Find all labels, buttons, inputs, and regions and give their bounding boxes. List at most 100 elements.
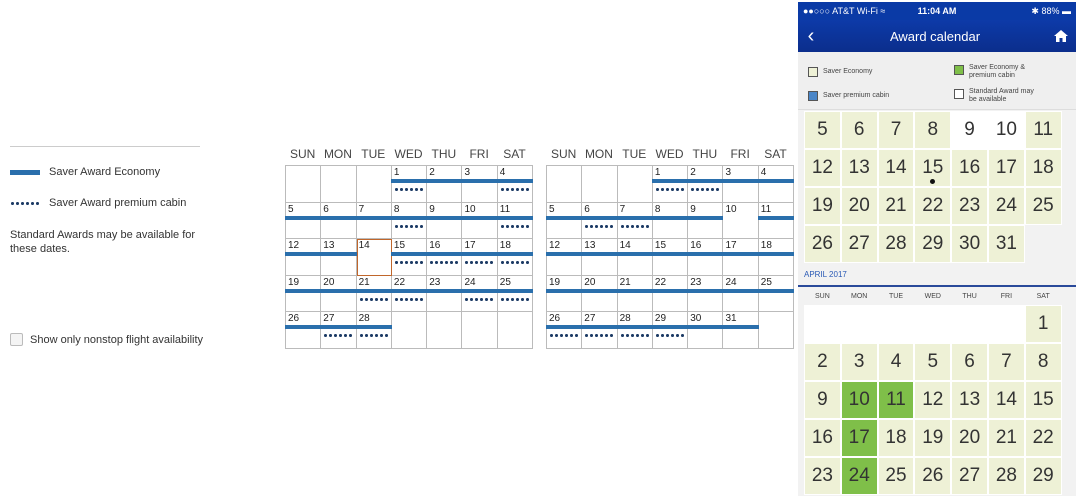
day-cell[interactable]: 16 <box>426 239 463 276</box>
mobile-day-cell[interactable]: 27 <box>840 225 878 263</box>
mobile-day-cell[interactable]: 14 <box>877 149 915 187</box>
mobile-day-cell[interactable]: 30 <box>951 225 988 263</box>
mobile-day-cell[interactable]: 14 <box>987 381 1025 419</box>
day-cell[interactable]: 3 <box>461 166 498 203</box>
nonstop-checkbox[interactable] <box>10 333 23 346</box>
day-cell[interactable]: 15 <box>651 239 689 276</box>
mobile-day-cell[interactable]: 29 <box>1024 457 1062 495</box>
day-cell[interactable]: 10 <box>461 202 498 239</box>
mobile-day-cell[interactable]: 21 <box>877 187 915 225</box>
mobile-day-cell[interactable]: 5 <box>914 343 952 381</box>
mobile-day-cell[interactable]: 8 <box>914 111 952 149</box>
mobile-day-cell[interactable]: 29 <box>914 225 952 263</box>
day-cell[interactable]: 2 <box>687 166 724 203</box>
day-cell[interactable]: 12 <box>285 239 322 276</box>
mobile-day-cell[interactable]: 16 <box>951 149 988 187</box>
mobile-day-cell[interactable]: 28 <box>877 225 915 263</box>
day-cell[interactable]: 28 <box>616 312 653 349</box>
mobile-day-cell[interactable]: 15 <box>914 149 952 187</box>
day-cell[interactable]: 11 <box>496 202 534 239</box>
day-cell[interactable]: 19 <box>546 275 583 312</box>
mobile-day-cell[interactable]: 16 <box>804 419 841 457</box>
day-cell[interactable]: 27 <box>581 312 618 349</box>
mobile-day-cell[interactable]: 20 <box>840 187 878 225</box>
day-cell[interactable]: 28 <box>355 312 392 349</box>
day-cell[interactable]: 7 <box>355 202 392 239</box>
day-cell[interactable]: 31 <box>722 312 759 349</box>
mobile-day-cell[interactable]: 24 <box>840 457 878 495</box>
mobile-day-cell[interactable]: 26 <box>804 225 841 263</box>
day-cell[interactable]: 25 <box>496 275 534 312</box>
mobile-day-cell[interactable]: 25 <box>877 457 915 495</box>
day-cell[interactable]: 5 <box>546 202 583 239</box>
mobile-day-cell[interactable]: 22 <box>1024 419 1062 457</box>
mobile-day-cell[interactable]: 9 <box>804 381 841 419</box>
day-cell[interactable]: 8 <box>651 202 689 239</box>
mobile-day-cell[interactable]: 23 <box>804 457 841 495</box>
day-cell[interactable]: 7 <box>616 202 653 239</box>
day-cell[interactable]: 27 <box>320 312 357 349</box>
day-cell[interactable]: 4 <box>496 166 534 203</box>
day-cell[interactable]: 9 <box>687 202 724 239</box>
day-cell[interactable]: 8 <box>390 202 428 239</box>
mobile-day-cell[interactable]: 6 <box>840 111 878 149</box>
day-cell[interactable]: 1 <box>390 166 428 203</box>
mobile-day-cell[interactable]: 7 <box>877 111 915 149</box>
day-cell[interactable]: 18 <box>496 239 534 276</box>
day-cell[interactable]: 16 <box>687 239 724 276</box>
mobile-day-cell[interactable]: 17 <box>840 419 878 457</box>
mobile-day-cell[interactable]: 18 <box>1024 149 1062 187</box>
day-cell[interactable]: 18 <box>757 239 795 276</box>
day-cell[interactable]: 6 <box>320 202 357 239</box>
day-cell[interactable]: 5 <box>285 202 322 239</box>
mobile-day-cell[interactable]: 7 <box>987 343 1025 381</box>
day-cell[interactable]: 20 <box>320 275 357 312</box>
mobile-day-cell[interactable]: 10 <box>987 111 1025 149</box>
day-cell[interactable]: 21 <box>616 275 653 312</box>
day-cell[interactable]: 26 <box>285 312 322 349</box>
mobile-day-cell[interactable]: 12 <box>914 381 952 419</box>
mobile-day-cell[interactable]: 9 <box>951 111 988 149</box>
day-cell[interactable]: 22 <box>390 275 428 312</box>
mobile-day-cell[interactable]: 6 <box>951 343 988 381</box>
day-cell[interactable]: 14 <box>356 239 392 276</box>
mobile-day-cell[interactable]: 19 <box>804 187 841 225</box>
mobile-day-cell[interactable]: 27 <box>951 457 988 495</box>
day-cell[interactable]: 14 <box>616 239 653 276</box>
day-cell[interactable]: 13 <box>581 239 618 276</box>
mobile-day-cell[interactable]: 4 <box>877 343 915 381</box>
day-cell[interactable]: 11 <box>757 202 795 239</box>
mobile-day-cell[interactable]: 26 <box>914 457 952 495</box>
mobile-day-cell[interactable]: 11 <box>1024 111 1062 149</box>
day-cell[interactable]: 3 <box>722 166 759 203</box>
mobile-day-cell[interactable]: 2 <box>804 343 841 381</box>
day-cell[interactable]: 6 <box>581 202 618 239</box>
home-icon[interactable] <box>1046 30 1076 42</box>
day-cell[interactable]: 12 <box>546 239 583 276</box>
mobile-day-cell[interactable]: 15 <box>1024 381 1062 419</box>
mobile-day-cell[interactable]: 17 <box>987 149 1025 187</box>
day-cell[interactable]: 20 <box>581 275 618 312</box>
mobile-day-cell[interactable]: 28 <box>987 457 1025 495</box>
day-cell[interactable]: 26 <box>546 312 583 349</box>
mobile-day-cell[interactable]: 19 <box>914 419 952 457</box>
day-cell[interactable]: 17 <box>461 239 498 276</box>
day-cell[interactable]: 4 <box>757 166 795 203</box>
day-cell[interactable]: 24 <box>461 275 498 312</box>
day-cell[interactable]: 30 <box>687 312 724 349</box>
mobile-day-cell[interactable]: 5 <box>804 111 841 149</box>
mobile-day-cell[interactable]: 31 <box>987 225 1025 263</box>
day-cell[interactable]: 2 <box>426 166 463 203</box>
mobile-day-cell[interactable]: 11 <box>877 381 915 419</box>
mobile-day-cell[interactable]: 25 <box>1024 187 1062 225</box>
day-cell[interactable]: 23 <box>426 275 463 312</box>
day-cell[interactable]: 24 <box>722 275 759 312</box>
day-cell[interactable]: 9 <box>426 202 463 239</box>
day-cell[interactable]: 15 <box>390 239 428 276</box>
day-cell[interactable]: 10 <box>723 202 759 239</box>
mobile-day-cell[interactable]: 20 <box>951 419 988 457</box>
day-cell[interactable]: 21 <box>355 275 392 312</box>
mobile-day-cell[interactable]: 10 <box>840 381 878 419</box>
back-chevron-icon[interactable]: ‹ <box>807 24 815 47</box>
mobile-day-cell[interactable]: 23 <box>951 187 988 225</box>
